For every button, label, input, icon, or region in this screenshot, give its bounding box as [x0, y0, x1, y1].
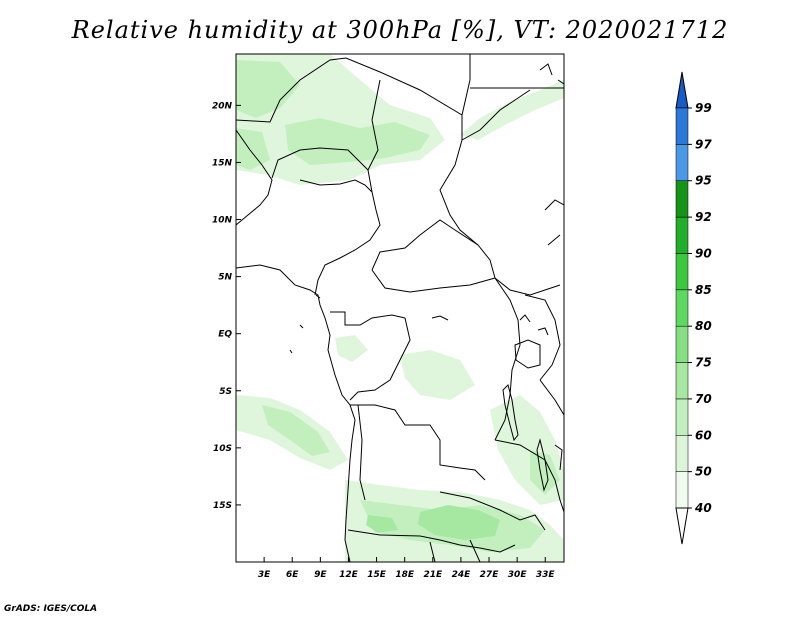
- colorbar-label: 85: [695, 283, 712, 297]
- border-congo-gabon: [330, 311, 406, 326]
- colorbar-swatch: [675, 289, 689, 327]
- country-borders: [236, 54, 564, 562]
- colorbar-label: 97: [695, 137, 712, 151]
- humidity-patch-south-core: [418, 505, 500, 540]
- footer-credit: GrADS: IGES/COLA: [4, 604, 98, 614]
- humidity-patch-southwest-inner: [262, 405, 330, 456]
- border-chad-sudan: [439, 139, 479, 246]
- border-congo-drc: [349, 317, 411, 401]
- colorbar-swatch: [675, 216, 689, 254]
- border-niger-chad: [367, 79, 381, 171]
- x-tick-label: 33E: [536, 570, 556, 580]
- colorbar-label: 95: [695, 174, 712, 188]
- border-sudan-east: [461, 54, 564, 116]
- humidity-patch-east: [490, 395, 564, 505]
- colorbar-lower-arrow: [675, 507, 689, 545]
- colorbar: 40 50 60 70 75 80 85 90 92 95 97 99: [675, 71, 712, 545]
- y-tick-label: 15N: [212, 158, 233, 168]
- border-zambia-south: [439, 491, 546, 531]
- x-tick-label: 15E: [367, 570, 387, 580]
- x-tick-label: 24E: [452, 570, 472, 580]
- border-libya-chad: [461, 89, 531, 141]
- colorbar-swatch: [675, 362, 689, 400]
- border-uganda-kenya: [524, 294, 561, 381]
- border-south-sudan: [494, 277, 561, 296]
- humidity-patch-northwest-inner: [236, 60, 300, 118]
- y-tick-label: 10N: [212, 216, 233, 226]
- border-namibia-botswana: [347, 529, 516, 553]
- border-drc-angola: [350, 404, 486, 481]
- humidity-patch-north-central: [285, 118, 430, 165]
- humidity-patch-central: [400, 350, 475, 400]
- map-frame: [235, 53, 565, 563]
- border-car-south: [371, 219, 496, 279]
- y-tick-label: EQ: [218, 330, 232, 340]
- border-niger-nigeria: [299, 179, 373, 193]
- border-algeria-niger: [379, 71, 463, 140]
- colorbar-label: 75: [695, 356, 712, 370]
- humidity-patch-east-inner: [530, 450, 560, 495]
- y-axis: 20N 15N 10N 5N EQ 5S 10S 15S: [212, 101, 241, 511]
- border-ethiopia: [544, 199, 564, 246]
- humidity-patch-central-small: [335, 335, 368, 362]
- border-mauritania-mali: [236, 57, 381, 123]
- x-tick-label: 6E: [286, 570, 299, 580]
- colorbar-upper-arrow: [675, 71, 689, 109]
- humidity-shading: [236, 54, 564, 562]
- colorbar-label: 90: [695, 246, 712, 260]
- humidity-patch-south-small: [366, 515, 398, 533]
- lake-tanganyika: [502, 384, 519, 442]
- x-tick-label: 18E: [395, 570, 415, 580]
- humidity-patch-northeast: [460, 80, 564, 140]
- x-tick-label: 9E: [314, 570, 327, 580]
- colorbar-label: 92: [695, 210, 712, 224]
- humidity-patch-west-strip: [236, 128, 270, 170]
- x-tick-label: 27E: [480, 570, 500, 580]
- x-tick-label: 30E: [508, 570, 528, 580]
- x-tick-label: 12E: [339, 570, 359, 580]
- coast-northeast: [539, 63, 564, 85]
- border-angola-zambia: [357, 404, 366, 501]
- islands-gulf: [289, 294, 449, 354]
- y-tick-label: 10S: [213, 444, 232, 454]
- y-tick-label: 15S: [213, 501, 232, 511]
- colorbar-swatch: [675, 180, 689, 218]
- border-nigeria-cameroon: [314, 191, 381, 296]
- colorbar-label: 40: [694, 501, 712, 515]
- lakes-east-small: [519, 314, 563, 471]
- coastline-west-africa: [236, 129, 273, 226]
- colorbar-label: 99: [695, 101, 712, 115]
- colorbar-swatch: [675, 107, 689, 145]
- coastline-gulf-of-guinea: [236, 264, 356, 562]
- border-kenya-tanzania: [539, 379, 564, 416]
- y-tick-label: 20N: [212, 101, 233, 111]
- colorbar-swatch: [675, 398, 689, 436]
- colorbar-swatch: [675, 471, 689, 509]
- border-car-drc: [371, 269, 496, 293]
- y-tick-label: 5N: [218, 273, 232, 283]
- y-tick-label: 5S: [219, 387, 232, 397]
- x-tick-label: 3E: [258, 570, 271, 580]
- colorbar-label: 50: [695, 465, 712, 479]
- colorbar-swatch: [675, 253, 689, 291]
- border-botswana-zimbabwe: [429, 539, 481, 562]
- border-tanzania-south: [494, 439, 564, 513]
- x-axis: 3E 6E 9E 12E 15E 18E 21E 24E 27E 30E 33E: [258, 557, 556, 580]
- colorbar-swatch: [675, 435, 689, 472]
- colorbar-label: 70: [695, 392, 712, 406]
- lake-victoria: [514, 339, 541, 369]
- colorbar-swatch: [675, 144, 689, 181]
- lake-malawi: [536, 438, 549, 492]
- colorbar-swatch: [675, 325, 689, 363]
- colorbar-label: 80: [695, 319, 712, 333]
- colorbar-label: 60: [695, 428, 712, 442]
- map-title: Relative humidity at 300hPa [%], VT: 202…: [71, 16, 729, 44]
- x-tick-label: 21E: [423, 570, 443, 580]
